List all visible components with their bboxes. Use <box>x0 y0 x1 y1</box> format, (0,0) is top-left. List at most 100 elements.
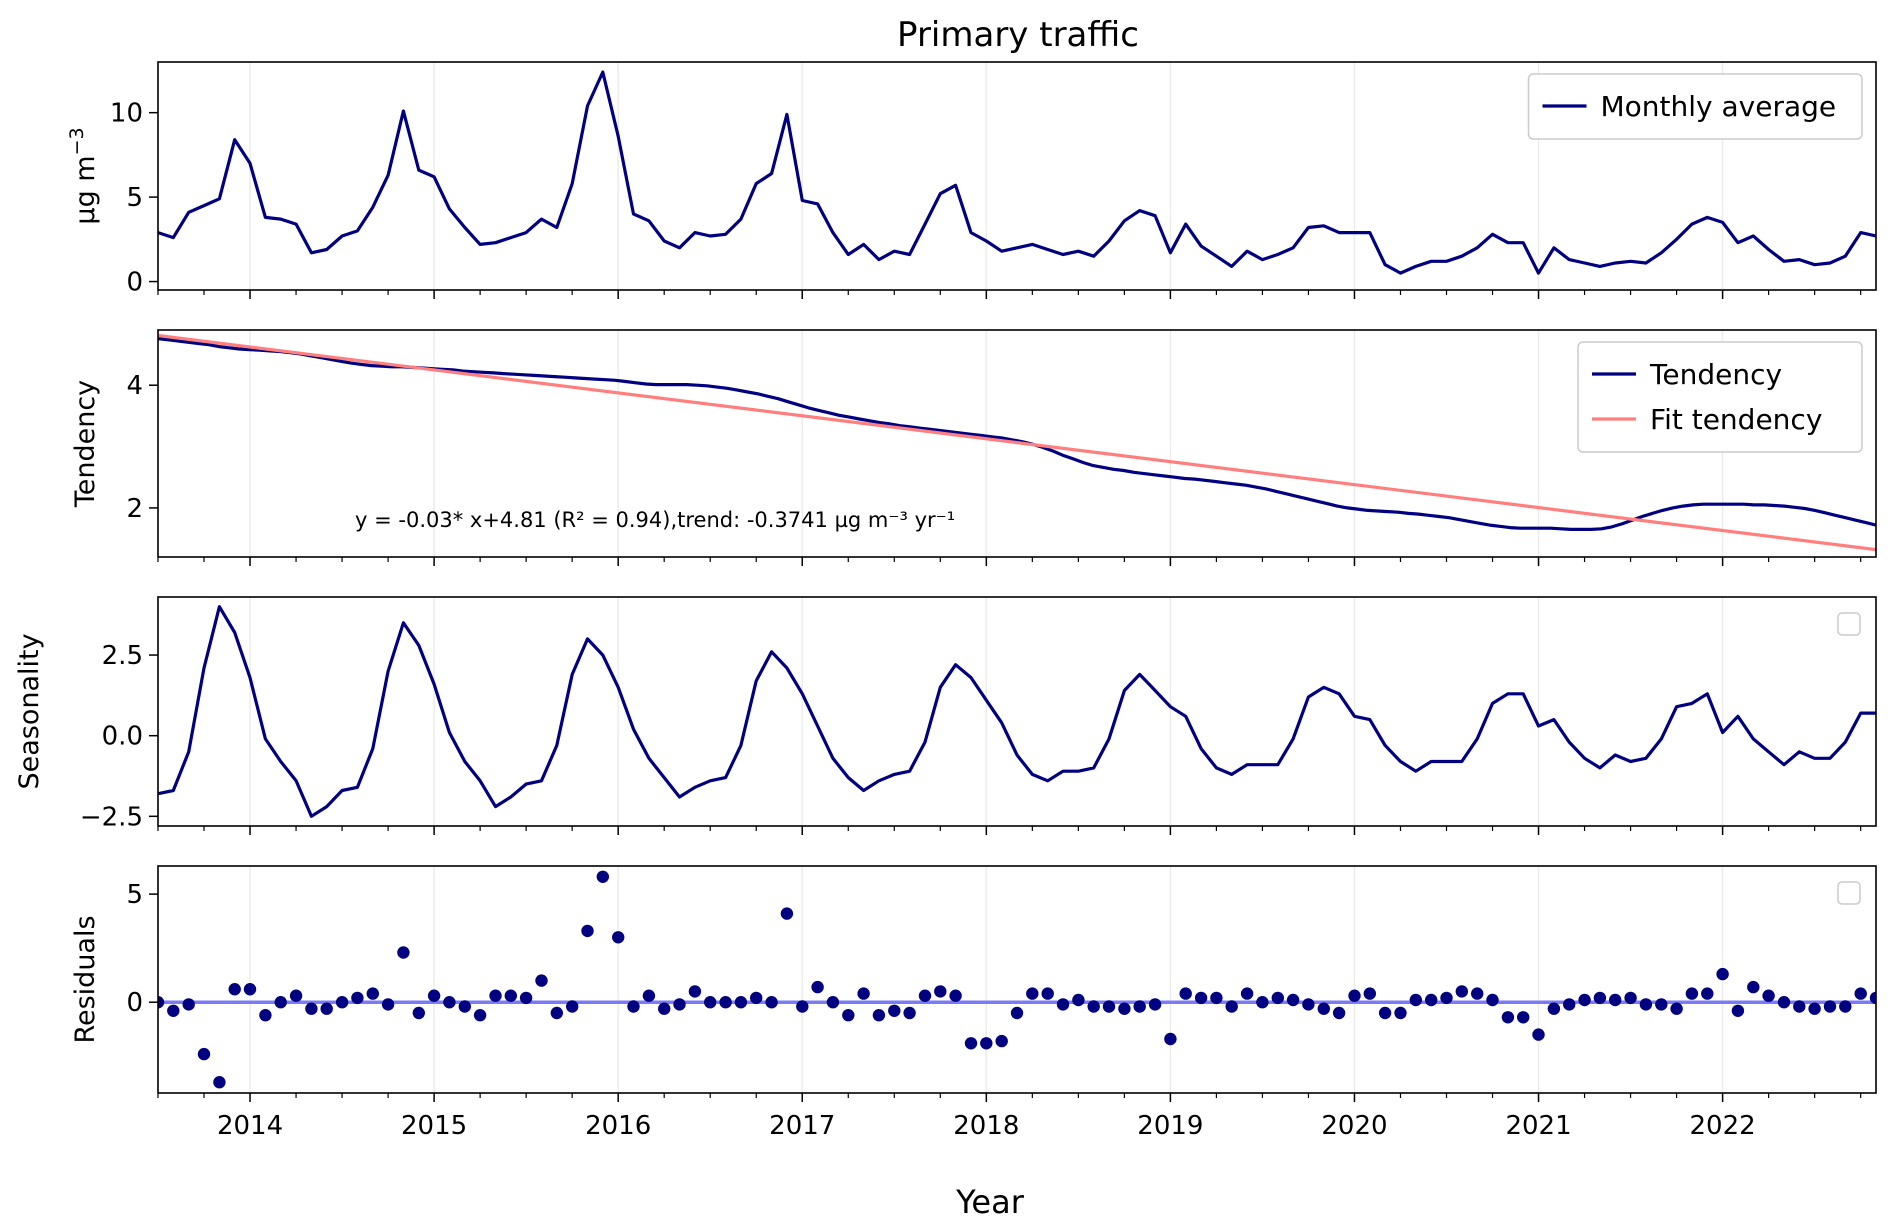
series-line-monthly-average <box>158 70 1876 275</box>
plot-area-residuals <box>158 870 1876 1089</box>
residual-point-66 <box>1164 1032 1177 1046</box>
residual-point-72 <box>1256 996 1269 1009</box>
residual-point-76 <box>1317 1002 1331 1015</box>
residual-point-55 <box>995 1034 1008 1048</box>
residual-point-88 <box>1501 1011 1515 1024</box>
residual-point-92 <box>1563 998 1576 1011</box>
residual-point-28 <box>581 924 594 938</box>
legend-label: Monthly average <box>1601 90 1837 123</box>
legend-label: Fit tendency <box>1650 403 1822 436</box>
residual-point-80 <box>1378 1006 1392 1020</box>
residual-point-36 <box>704 996 717 1009</box>
residual-point-90 <box>1532 1028 1545 1041</box>
residual-point-19 <box>443 996 456 1009</box>
y-tick-label: 5 <box>126 183 143 213</box>
residual-point-60 <box>1072 993 1085 1007</box>
residual-point-39 <box>750 991 763 1005</box>
residual-point-73 <box>1271 991 1285 1005</box>
residual-point-32 <box>642 989 656 1002</box>
x-tick-label-2020: 2020 <box>1321 1111 1387 1141</box>
legend-box-empty <box>1837 881 1861 905</box>
residual-point-7 <box>259 1009 272 1022</box>
residual-point-23 <box>504 989 517 1002</box>
residual-point-74 <box>1286 993 1300 1007</box>
residual-point-54 <box>980 1037 993 1050</box>
y-tick-label: 0 <box>126 988 143 1018</box>
residual-point-14 <box>366 987 379 1000</box>
residual-point-20 <box>458 1000 471 1013</box>
residual-point-4 <box>213 1076 226 1089</box>
residual-point-63 <box>1118 1002 1131 1015</box>
residual-point-18 <box>427 989 441 1002</box>
residual-point-16 <box>397 946 410 959</box>
residual-point-6 <box>243 983 257 996</box>
residual-point-35 <box>688 985 702 998</box>
y-axis-label-tendency: Tendency <box>70 380 101 508</box>
legend-box <box>1527 73 1863 140</box>
x-tick-label-2019: 2019 <box>1137 1111 1203 1141</box>
axes-frame-monthly <box>157 61 1877 291</box>
residual-point-89 <box>1517 1011 1530 1024</box>
x-tick-label-2018: 2018 <box>953 1111 1019 1141</box>
y-axis-label-text: Seasonality <box>14 633 45 789</box>
y-axis-label-residuals: Residuals <box>70 915 101 1043</box>
legend-box-empty <box>1837 612 1861 636</box>
y-axis-label-text: Tendency <box>70 380 101 508</box>
axes-frame-tendency <box>157 329 1877 558</box>
residual-point-83 <box>1425 993 1438 1007</box>
y-tick-label: 2 <box>126 494 143 524</box>
residual-point-104 <box>1747 980 1760 994</box>
residual-point-5 <box>228 983 241 996</box>
residual-point-57 <box>1026 987 1039 1000</box>
residual-point-64 <box>1133 1000 1146 1013</box>
residual-point-99 <box>1670 1002 1683 1015</box>
residual-point-30 <box>612 931 625 944</box>
residual-point-33 <box>658 1002 671 1015</box>
residual-point-21 <box>473 1009 487 1022</box>
panel-residuals: 2014 2015 2016 2017 2018 2019 2020 2021 2022 0 5 Re… <box>70 865 1877 1141</box>
residual-point-94 <box>1593 991 1607 1005</box>
residual-point-10 <box>305 1002 318 1015</box>
residual-point-105 <box>1762 989 1775 1002</box>
residual-point-65 <box>1148 998 1162 1011</box>
residual-point-53 <box>964 1037 978 1050</box>
residual-point-8 <box>274 996 287 1009</box>
y-axis-label-superscript: −3 <box>66 127 88 155</box>
panel-monthly: 0 5 10 µg m−3 Monthly average <box>66 61 1877 299</box>
residual-point-86 <box>1471 987 1484 1000</box>
residual-point-68 <box>1194 991 1208 1005</box>
legend-tendency: Tendency Fit tendency <box>1577 341 1863 453</box>
chart-title: Primary traffic <box>897 15 1139 55</box>
residual-point-51 <box>934 985 947 998</box>
residual-point-31 <box>627 1000 640 1013</box>
residual-point-67 <box>1179 987 1192 1000</box>
residual-point-46 <box>857 987 870 1000</box>
plot-area-tendency <box>158 333 1876 552</box>
series-line-tendency <box>158 337 1876 532</box>
residual-point-34 <box>673 998 686 1011</box>
residual-point-47 <box>872 1009 886 1022</box>
axes-frame-seasonality <box>157 596 1877 827</box>
x-tick-label-2014: 2014 <box>217 1111 283 1141</box>
y-axis-label-text: Residuals <box>70 915 101 1043</box>
residual-point-101 <box>1701 987 1714 1000</box>
residual-point-2 <box>182 998 195 1011</box>
residual-point-22 <box>489 989 502 1002</box>
residual-point-82 <box>1409 993 1423 1007</box>
residual-point-3 <box>197 1047 211 1061</box>
residual-point-24 <box>519 991 533 1005</box>
x-tick-label-2017: 2017 <box>769 1111 835 1141</box>
residual-point-12 <box>335 996 349 1009</box>
legend-box <box>1577 341 1863 453</box>
residual-point-108 <box>1808 1002 1821 1015</box>
residual-point-61 <box>1087 1000 1100 1013</box>
residual-point-48 <box>888 1004 901 1017</box>
y-axis-label-text: µg m <box>70 155 101 224</box>
fit-tendency-line <box>158 333 1876 552</box>
x-tick-label-2022: 2022 <box>1690 1111 1756 1141</box>
residual-point-58 <box>1041 987 1054 1000</box>
legend-monthly: Monthly average <box>1527 73 1863 140</box>
residual-point-41 <box>780 907 794 920</box>
residual-point-17 <box>412 1006 425 1020</box>
residual-point-87 <box>1486 993 1499 1007</box>
